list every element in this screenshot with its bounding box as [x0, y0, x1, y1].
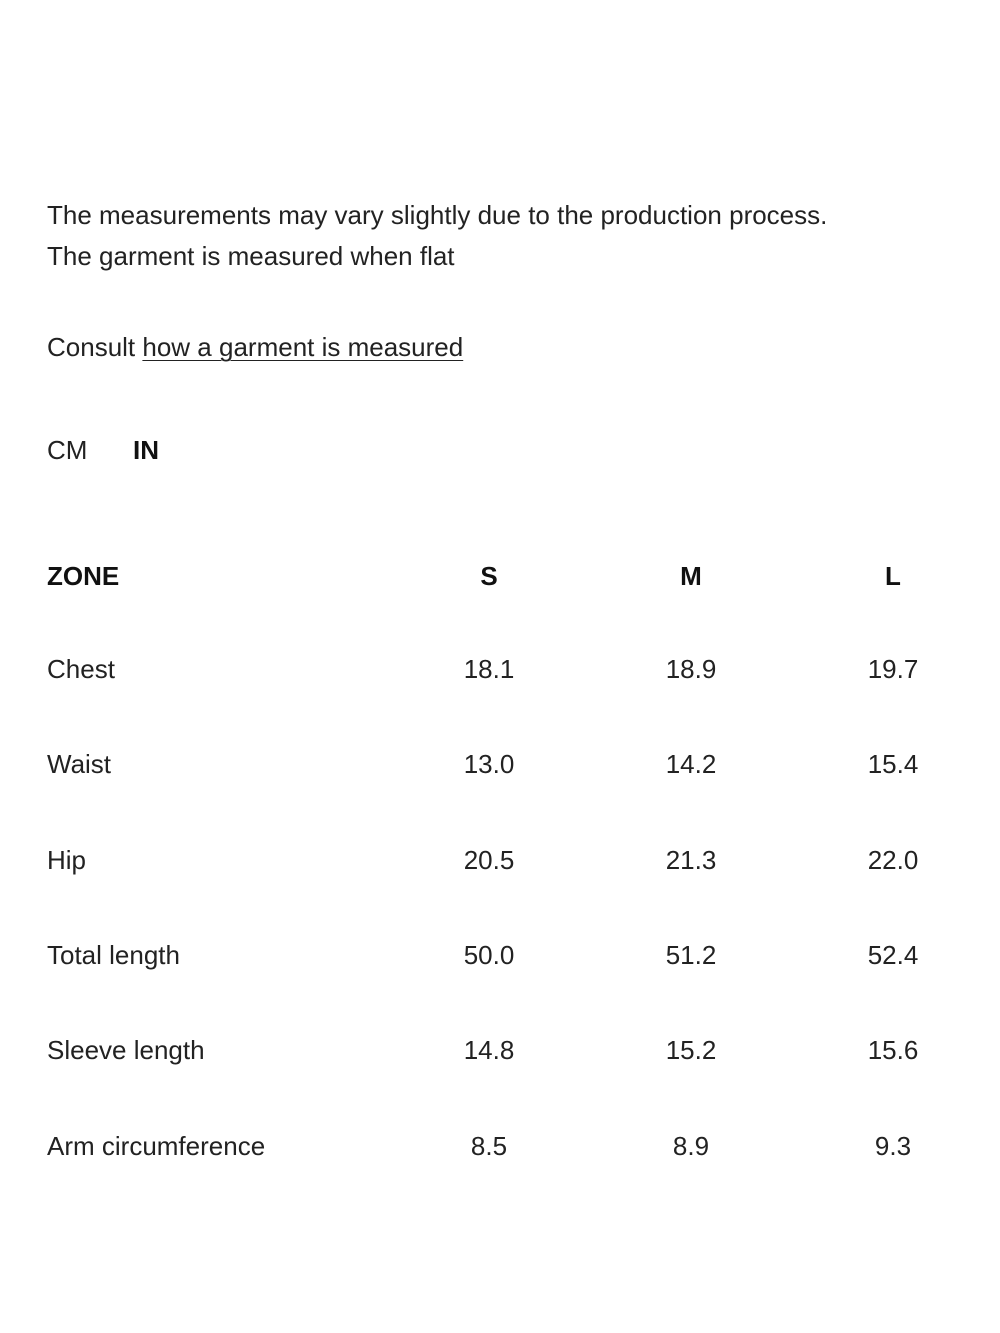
size-value: 21.3	[665, 844, 717, 875]
intro-line: The garment is measured when flat	[47, 241, 455, 271]
header-cell: ZONE	[47, 561, 120, 591]
unit-cm[interactable]: CM	[47, 435, 88, 465]
zone-label: Chest	[47, 654, 115, 684]
size-value: 19.7	[867, 654, 919, 684]
size-value: 14.8	[463, 1035, 515, 1066]
size-value: 14.2	[665, 749, 717, 780]
size-value: 15.4	[867, 749, 919, 780]
size-value: 50.0	[463, 939, 515, 970]
header-cell: M	[680, 561, 702, 591]
zone-label: Arm circumference	[47, 1130, 266, 1161]
size-value: 8.5	[470, 1130, 508, 1161]
size-value: 51.2	[665, 939, 717, 970]
size-value: 18.1	[463, 654, 515, 684]
size-value: 13.0	[463, 749, 515, 780]
intro-line: The measurements may vary slightly due t…	[47, 200, 828, 230]
unit-in[interactable]: IN	[133, 435, 159, 465]
measure-link[interactable]: how a garment is measured	[142, 332, 464, 362]
header-cell: L	[885, 561, 901, 591]
size-value: 18.9	[665, 654, 717, 684]
size-value: 22.0	[867, 844, 919, 875]
zone-label: Hip	[47, 844, 87, 875]
size-value: 20.5	[463, 844, 515, 875]
size-value: 15.6	[867, 1035, 919, 1066]
size-value: 9.3	[874, 1130, 912, 1161]
header-cell: S	[480, 561, 498, 591]
size-value: 8.9	[672, 1130, 710, 1161]
zone-label: Total length	[47, 939, 180, 970]
size-value: 52.4	[867, 939, 919, 970]
size-value: 15.2	[665, 1035, 717, 1066]
consult-text: Consult	[47, 332, 136, 362]
zone-label: Waist	[47, 749, 112, 780]
zone-label: Sleeve length	[47, 1035, 205, 1066]
consult-row: Consult how a garment is measured	[47, 332, 463, 362]
